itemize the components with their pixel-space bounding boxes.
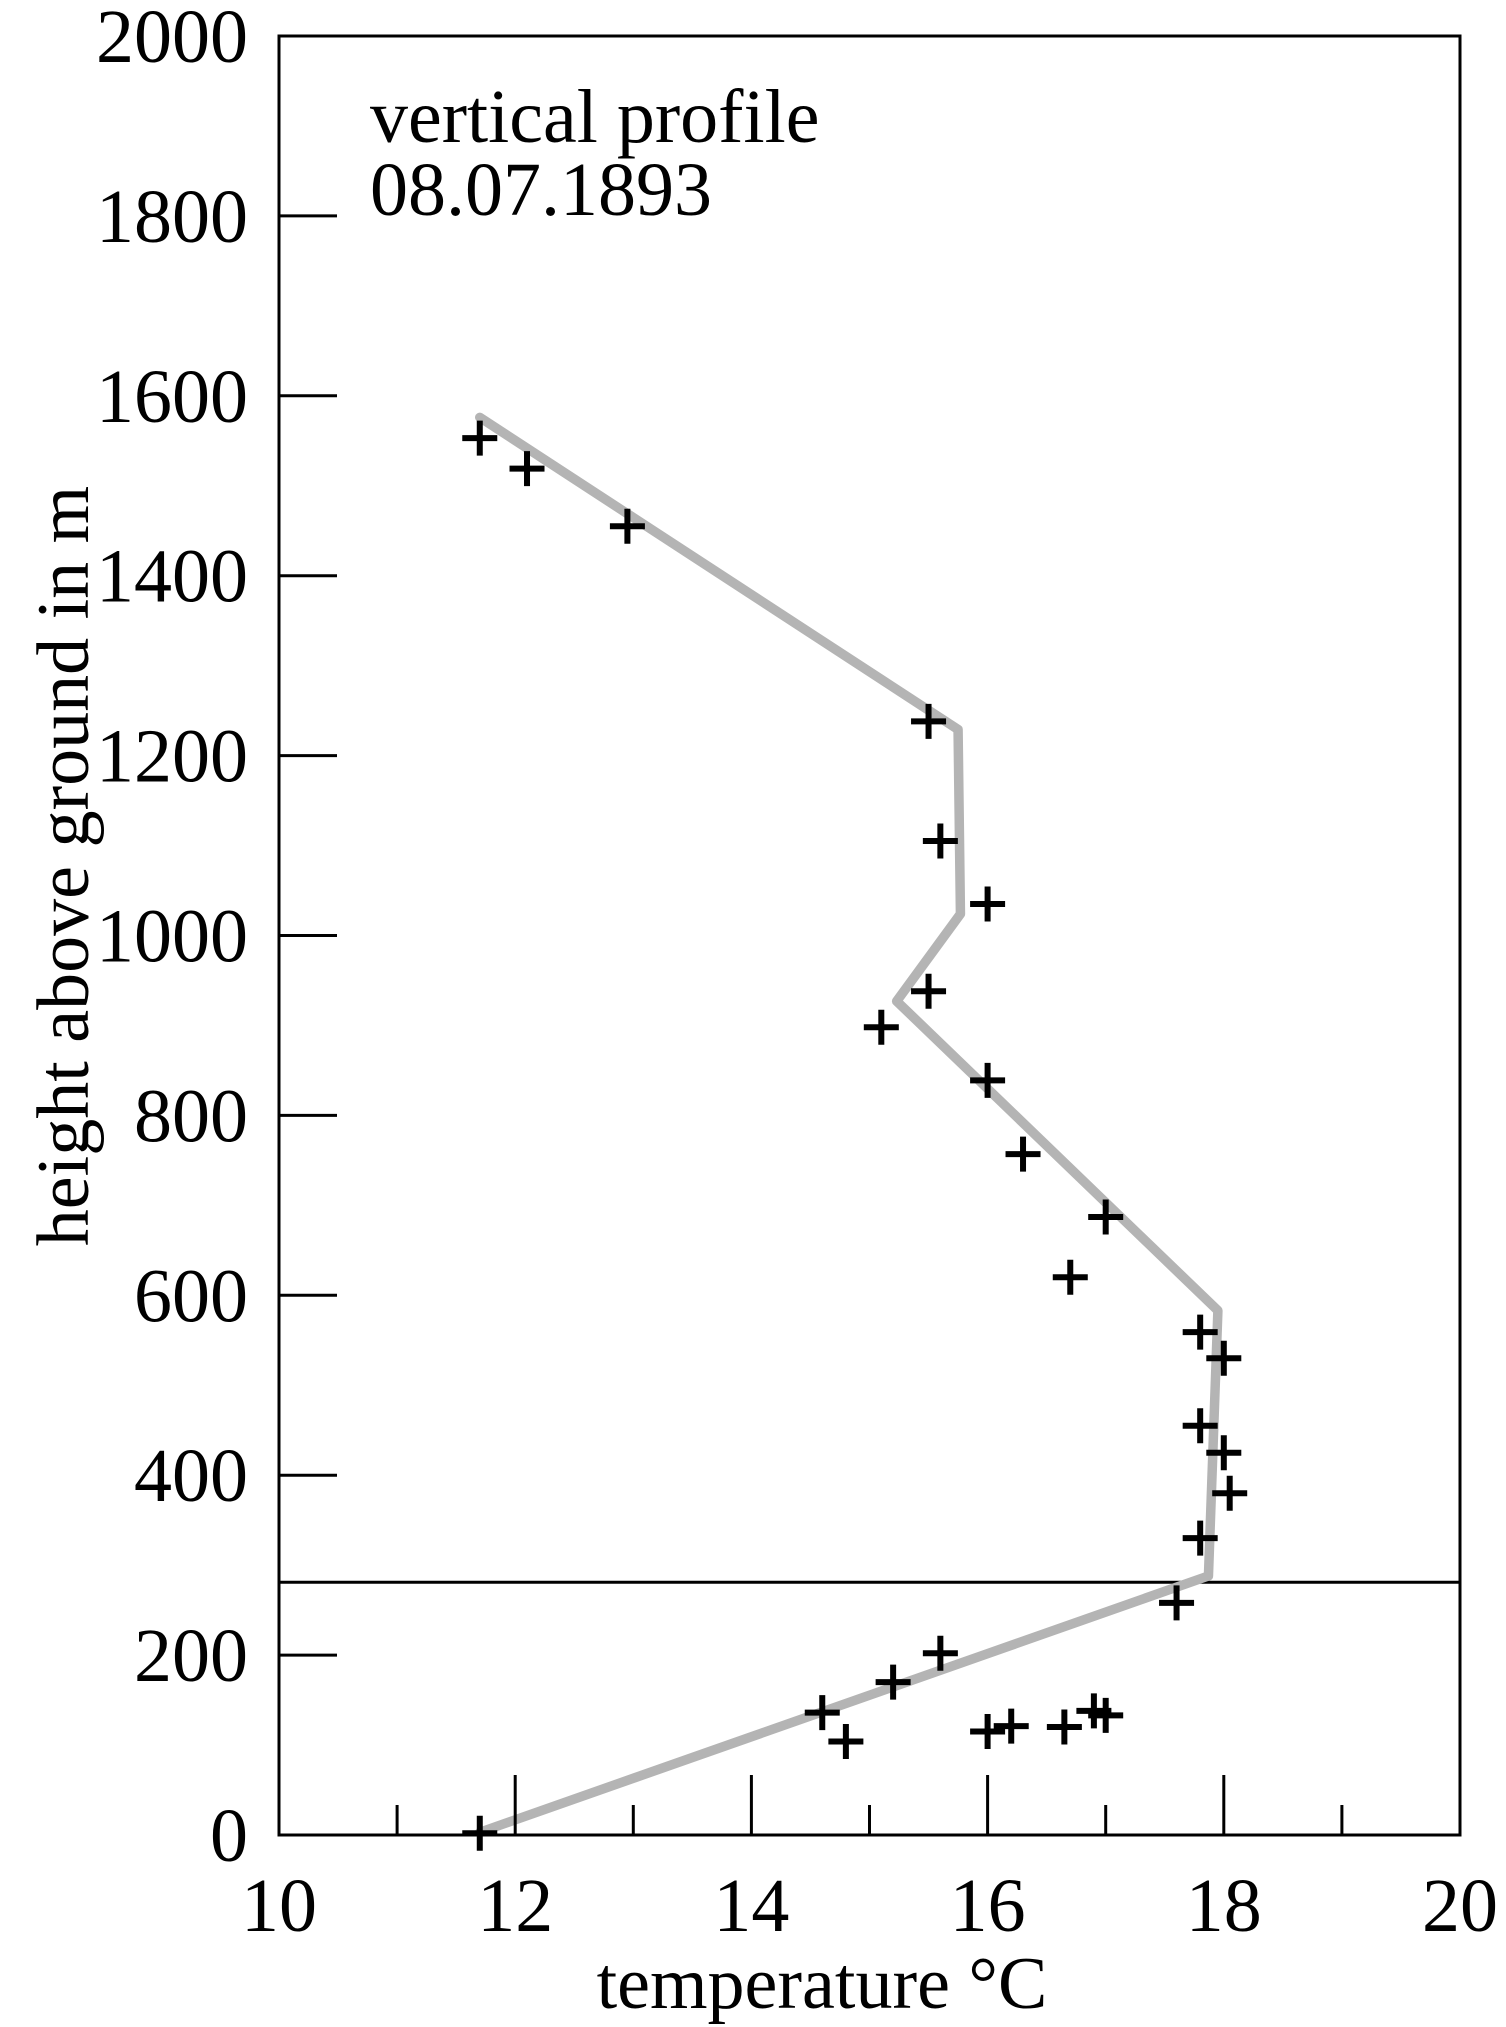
y-tick-label: 0 [210,1794,248,1878]
data-point-marker [1046,1709,1082,1745]
y-tick-label: 1000 [96,895,248,979]
x-tick-label: 16 [950,1864,1026,1948]
y-tick-label: 1200 [96,715,248,799]
data-point-marker [1005,1136,1041,1172]
data-point-marker [1052,1259,1088,1295]
data-point-marker [875,1664,911,1700]
y-tick-label: 1800 [96,175,248,259]
data-point-marker [1088,1697,1124,1733]
annotation-line-2: 08.07.1893 [370,148,712,232]
data-point-marker [922,823,958,859]
data-point-marker [911,703,947,739]
y-tick-label: 2000 [96,0,248,79]
data-point-marker [1182,1314,1218,1350]
y-tick-label: 1400 [96,535,248,619]
data-point-marker [509,451,545,487]
x-tick-label: 20 [1422,1864,1498,1948]
y-tick-label: 600 [134,1254,248,1338]
data-point-marker [828,1723,864,1759]
annotation-line-1: vertical profile [370,75,819,159]
x-axis-title: temperature °C [597,1943,1048,2025]
x-tick-label: 12 [477,1864,553,1948]
x-tick-label: 18 [1186,1864,1262,1948]
data-point-marker [1182,1408,1218,1444]
x-tick-label: 10 [241,1864,317,1948]
data-point-marker [1088,1199,1124,1235]
fit-line [475,412,1223,1838]
x-tick-label: 14 [713,1864,789,1948]
data-point-marker [1206,1435,1242,1471]
data-point-marker [1212,1475,1248,1511]
data-point-marker [863,1009,899,1045]
y-tick-label: 800 [134,1074,248,1158]
data-point-marker [1159,1585,1195,1621]
data-point-marker [1206,1340,1242,1376]
data-point-marker [462,1815,498,1851]
y-tick-label: 1600 [96,355,248,439]
data-point-marker [911,973,947,1009]
plot-frame [277,34,1462,1837]
y-axis-title: height above ground in m [23,486,105,1246]
y-tick-label: 400 [134,1434,248,1518]
data-point-marker [922,1635,958,1671]
data-point-marker [609,508,645,544]
data-point-marker [462,420,498,456]
data-point-marker [1182,1520,1218,1556]
data-point-marker [993,1708,1029,1744]
data-point-marker [970,1714,1006,1750]
data-point-marker [804,1695,840,1731]
plot-area: 0 200 400 600 800 1000 1200 1400 1600 1800 2000 10 1… [96,0,1498,1948]
data-point-marker [970,886,1006,922]
data-point-marker [970,1062,1006,1098]
y-tick-label: 200 [134,1614,248,1698]
